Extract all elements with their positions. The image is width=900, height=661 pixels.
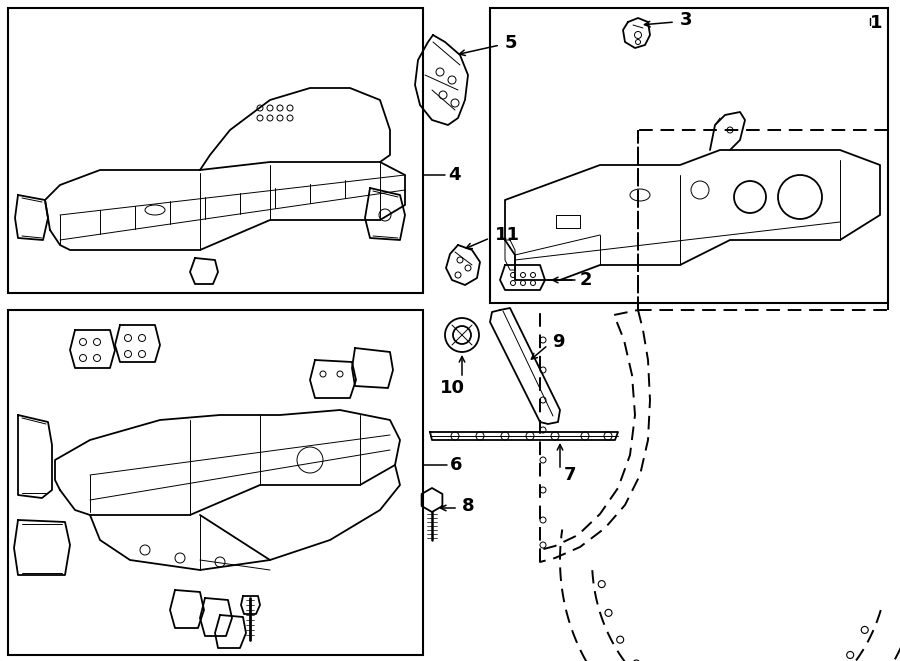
Text: 1: 1: [870, 14, 883, 32]
Bar: [8, 310, 423, 655]
Text: 10: 10: [440, 379, 465, 397]
Text: 11: 11: [495, 226, 520, 244]
Bar: [490, 8, 888, 303]
Text: 9: 9: [552, 333, 564, 351]
Text: 3: 3: [680, 11, 692, 29]
Text: 4: 4: [448, 166, 461, 184]
Bar: [8, 8, 423, 293]
Text: 8: 8: [462, 497, 474, 515]
Text: 6: 6: [450, 456, 463, 474]
Text: 2: 2: [580, 271, 592, 289]
Text: 5: 5: [505, 34, 518, 52]
Text: 7: 7: [564, 466, 577, 484]
